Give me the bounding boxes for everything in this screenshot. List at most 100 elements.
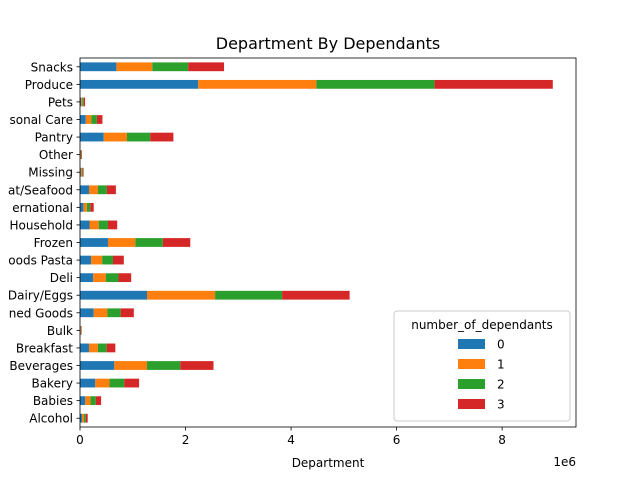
bar-canned-goods-series-1 [93,308,108,318]
bar-meat-seafood-series-1 [88,185,98,195]
legend-title: number_of_dependants [411,318,553,332]
bar-beverages-series-2 [147,361,181,370]
bar-meat-seafood-series-0 [80,185,89,195]
bar-frozen-series-0 [80,238,108,247]
y-tick-label: Dairy/Eggs [8,289,73,303]
legend-swatch-3 [458,399,485,409]
bar-canned-goods-series-3 [120,308,134,318]
bar-personal-care-series-3 [96,115,103,124]
bar-household-series-2 [98,220,108,230]
y-tick-label: Bakery [31,377,73,391]
y-tick-label: Breakfast [16,341,73,355]
legend-label-2: 2 [497,378,505,392]
bar-deli-series-0 [80,273,94,283]
x-tick-label: 6 [393,433,401,447]
bar-alcohol-series-2 [83,413,86,423]
legend-label-0: 0 [497,338,505,352]
x-axis: 0 2 4 6 8 [76,427,506,447]
legend-swatch-1 [458,359,485,369]
x-tick-label: 0 [76,433,84,447]
bar-snacks-series-0 [80,62,117,72]
bar-frozen-series-1 [107,238,136,247]
bar-pets-series-1 [81,97,83,107]
bar-pets-series-3 [83,97,86,107]
x-tick-label: 2 [182,433,190,447]
legend-label-1: 1 [497,358,505,372]
bar-international-series-1 [83,202,87,212]
y-tick-label: ned Goods [9,306,73,320]
y-tick-label: Beverages [9,359,73,373]
bar-beverages-series-1 [114,361,148,370]
y-tick-label: sonal Care [10,113,74,127]
y-tick-label: Pets [48,95,73,109]
y-tick-label: Other [39,148,73,162]
bar-pantry-series-2 [126,132,151,142]
plot-area [79,57,577,428]
y-tick-label: Household [9,218,73,232]
bar-meat-seafood-series-3 [106,185,116,195]
bar-alcohol-series-3 [85,413,88,423]
bar-deli-series-2 [105,273,119,283]
bar-meat-seafood-series-2 [97,185,107,195]
bar-snacks-series-2 [152,62,189,72]
bar-pantry-series-0 [80,132,104,142]
bar-alcohol-series-0 [80,413,82,423]
y-tick-label: Bulk [47,324,73,338]
bar-produce-series-1 [198,79,317,89]
bar-household-series-3 [107,220,118,230]
bar-international-series-0 [80,202,84,212]
bar-personal-care-series-0 [80,115,86,124]
bar-dairy-eggs-series-2 [215,290,283,300]
bar-breakfast-series-2 [97,343,107,353]
bar-dairy-eggs-series-0 [80,290,148,300]
bar-dry-goods-pasta-series-1 [91,255,103,265]
bar-personal-care-series-1 [85,115,92,124]
bar-missing-series-0 [80,167,81,177]
bar-snacks-series-3 [188,62,225,72]
legend-swatch-0 [458,339,485,349]
bar-frozen-series-2 [135,238,163,247]
bar-dry-goods-pasta-series-2 [102,255,113,265]
bar-deli-series-3 [118,273,132,283]
bar-frozen-series-3 [162,238,191,247]
x-tick-label: 8 [498,433,506,447]
y-axis: Snacks Produce Pets sonal Care Pantry Other Mi… [8,60,80,426]
bar-beverages-series-0 [80,361,115,370]
legend-label-3: 3 [497,398,505,412]
bar-bakery-series-1 [95,378,110,388]
legend: number_of_dependants 0 1 2 3 [393,310,571,422]
bar-pets-series-0 [80,97,82,107]
bar-canned-goods-series-0 [80,308,94,318]
bar-bakery-series-2 [109,378,125,388]
bar-bakery-series-3 [124,378,140,388]
bar-produce-series-3 [434,79,553,89]
y-tick-label: Pantry [35,131,73,145]
bar-deli-series-1 [93,273,106,283]
y-tick-label: oods Pasta [8,254,73,268]
bar-babies-series-0 [80,396,86,406]
bar-international-series-2 [86,202,91,212]
bar-beverages-series-3 [180,361,214,370]
bar-bakery-series-0 [80,378,96,388]
bar-produce-series-2 [316,79,435,89]
y-tick-label: Deli [50,271,73,285]
bar-pantry-series-3 [150,132,174,142]
x-axis-offset-label: 1e6 [553,455,576,469]
bar-household-series-0 [80,220,90,230]
y-tick-label: at/Seafood [8,183,73,197]
bar-dairy-eggs-series-3 [282,290,350,300]
bar-dairy-eggs-series-1 [147,290,216,300]
bar-breakfast-series-3 [106,343,116,353]
bar-babies-series-3 [95,396,102,406]
bar-international-series-3 [90,202,94,212]
chart-title: Department By Dependants [216,34,440,53]
y-tick-label: Missing [28,166,73,180]
bar-missing-series-3 [82,167,84,177]
bar-alcohol-series-1 [81,413,84,423]
bar-produce-series-0 [80,79,199,89]
bar-missing-series-1 [80,167,82,177]
y-tick-label: Snacks [31,60,73,74]
bar-pets-series-2 [82,97,84,107]
y-tick-label: ernational [12,201,73,215]
